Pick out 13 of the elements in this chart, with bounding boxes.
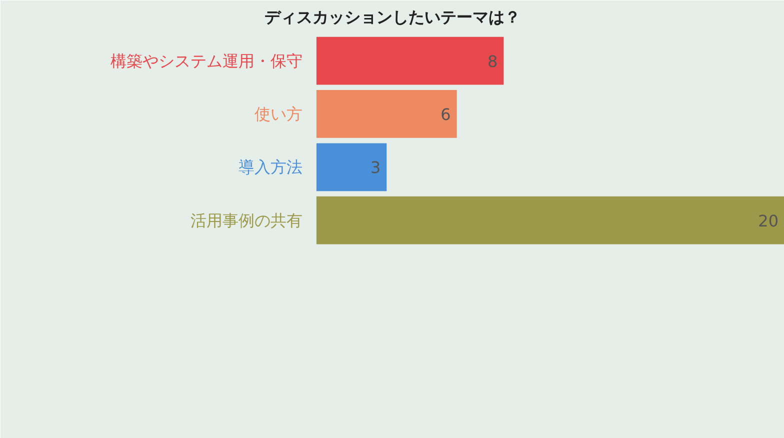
data-label: 6 [440,104,451,124]
chart-title: ディスカッションしたいテーマは？ [264,8,520,26]
bar [316,196,784,244]
bar [316,36,504,85]
y-tick-label: 活用事例の共有 [190,210,302,230]
data-label: 20 [758,211,778,230]
data-label: 8 [487,52,498,71]
y-tick-label: 導入方法 [238,158,302,177]
data-label: 3 [370,158,381,178]
y-tick-label: 構築やシステム運用・保守 [110,51,302,70]
y-tick-label: 使い方 [254,104,302,124]
bar [316,90,457,138]
bar [316,143,387,192]
